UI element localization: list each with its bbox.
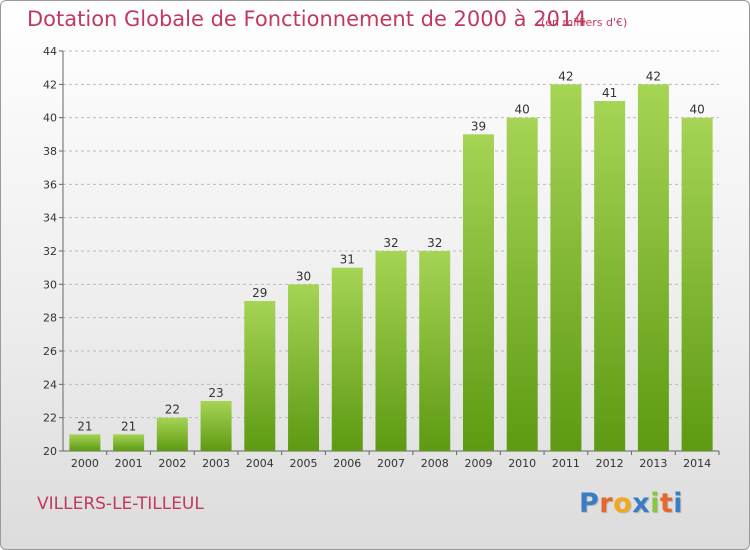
logo-letter: t bbox=[659, 488, 674, 519]
bar-2012 bbox=[594, 101, 626, 451]
bar-2002 bbox=[156, 417, 188, 451]
y-tick-label: 40 bbox=[43, 112, 57, 125]
data-label: 30 bbox=[296, 269, 311, 283]
x-tick-label: 2002 bbox=[158, 457, 186, 470]
y-tick-label: 26 bbox=[43, 345, 57, 358]
y-tick-label: 22 bbox=[43, 412, 57, 425]
y-tick-label: 38 bbox=[43, 145, 57, 158]
x-tick-label: 2013 bbox=[639, 457, 667, 470]
x-tick-label: 2010 bbox=[508, 457, 536, 470]
data-label: 22 bbox=[165, 403, 180, 417]
chart-title: Dotation Globale de Fonctionnement de 20… bbox=[27, 7, 587, 31]
bar-2004 bbox=[244, 301, 276, 451]
data-label: 42 bbox=[646, 69, 661, 83]
logo-letter: P bbox=[579, 488, 600, 519]
x-tick-label: 2004 bbox=[246, 457, 274, 470]
data-label: 21 bbox=[77, 419, 92, 433]
x-tick-label: 2000 bbox=[71, 457, 99, 470]
bar-2003 bbox=[200, 401, 232, 451]
x-tick-label: 2008 bbox=[421, 457, 449, 470]
axis-layer: 20 22 24 26 28 30 32 34 36 38 40 42 44 bbox=[43, 45, 720, 458]
data-label: 23 bbox=[208, 386, 223, 400]
bar-2000 bbox=[69, 434, 101, 451]
x-tick-label: 2014 bbox=[683, 457, 711, 470]
y-tick-label: 32 bbox=[43, 245, 57, 258]
y-tick-label: 34 bbox=[43, 212, 57, 225]
logo-letter: i bbox=[673, 488, 684, 519]
y-tick-label: 24 bbox=[43, 378, 57, 391]
bar-2001 bbox=[113, 434, 145, 451]
bar-2006 bbox=[331, 267, 363, 451]
data-label: 29 bbox=[252, 286, 267, 300]
y-tick-label: 44 bbox=[43, 45, 57, 58]
logo-letter: r bbox=[599, 488, 614, 519]
bar-2009 bbox=[462, 134, 494, 452]
data-label: 40 bbox=[689, 103, 704, 117]
logo-letter: x bbox=[632, 488, 651, 519]
y-tick-label: 30 bbox=[43, 278, 57, 291]
y-tick-label: 28 bbox=[43, 312, 57, 325]
x-tick-label: 2012 bbox=[596, 457, 624, 470]
data-label: 21 bbox=[121, 419, 136, 433]
x-tick-label: 2009 bbox=[464, 457, 492, 470]
bar-2013 bbox=[637, 84, 669, 451]
commune-name: VILLERS-LE-TILLEUL bbox=[37, 494, 204, 514]
data-label: 32 bbox=[427, 236, 442, 250]
x-tick-label: 2011 bbox=[552, 457, 580, 470]
bar-2007 bbox=[375, 251, 407, 451]
data-label: 32 bbox=[383, 236, 398, 250]
logo-letter: o bbox=[613, 488, 633, 519]
data-label: 41 bbox=[602, 86, 617, 100]
data-label: 31 bbox=[340, 253, 355, 267]
y-tick-label: 20 bbox=[43, 445, 57, 458]
y-tick-label: 36 bbox=[43, 178, 57, 191]
y-tick-label: 42 bbox=[43, 78, 57, 91]
bar-2014 bbox=[681, 117, 713, 452]
x-tick-label: 2005 bbox=[290, 457, 318, 470]
logo-letter: i bbox=[650, 488, 660, 519]
proxiti-logo: Proxiti bbox=[579, 488, 683, 519]
x-tick-label: 2003 bbox=[202, 457, 230, 470]
bar-2005 bbox=[288, 284, 320, 451]
x-tick-label: 2007 bbox=[377, 457, 405, 470]
data-label: 42 bbox=[558, 69, 573, 83]
label-layer: 2000 21 2001 21 2002 22 2003 23 2004 29 2005 30 2006… bbox=[71, 69, 711, 470]
data-label: 39 bbox=[471, 119, 486, 133]
bar-2008 bbox=[419, 251, 451, 451]
x-tick-label: 2001 bbox=[115, 457, 143, 470]
bar-layer bbox=[69, 84, 713, 452]
bar-2010 bbox=[506, 117, 538, 452]
unit-note: (en milliers d'€) bbox=[541, 16, 628, 29]
bar-2011 bbox=[550, 84, 582, 451]
data-label: 40 bbox=[515, 103, 530, 117]
x-tick-label: 2006 bbox=[333, 457, 361, 470]
